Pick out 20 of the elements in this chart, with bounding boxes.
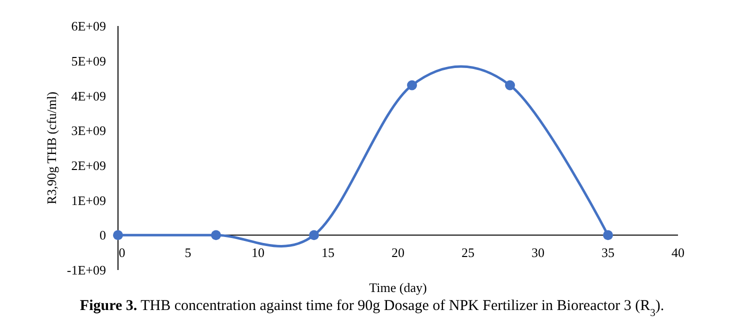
x-tick-label: 0 <box>118 245 126 260</box>
x-tick-label: 10 <box>252 245 264 260</box>
y-tick-label: 0 <box>100 228 106 243</box>
y-tick-label: 1E+09 <box>71 192 106 208</box>
x-tick-label: 5 <box>184 245 192 260</box>
x-tick-label: 30 <box>532 245 544 260</box>
y-tick-label: 4E+09 <box>71 88 106 104</box>
x-tick-label: 25 <box>462 245 474 260</box>
text: Figure 3. THB concentration against time for 90g Dosage of NPK Fertilizer in Bioreactor 3 (R$_{3}$). <box>80 298 664 318</box>
y-tick-label: 3E+09 <box>71 123 106 138</box>
y-tick-label: 5E+09 <box>71 53 106 68</box>
x-axis-title: Time (day) <box>369 280 427 295</box>
y-tick-label: 2E+09 <box>71 158 106 173</box>
y-tick-label: -1E+09 <box>66 262 106 278</box>
x-tick-label: 35 <box>602 245 614 260</box>
x-tick-label: 40 <box>672 245 684 260</box>
x-tick-label: 20 <box>392 245 404 260</box>
y-axis-title: R3,90g THB (cfu/ml) <box>44 92 59 204</box>
y-tick-label: 6E+09 <box>71 18 106 34</box>
x-tick-label: 15 <box>322 245 334 260</box>
